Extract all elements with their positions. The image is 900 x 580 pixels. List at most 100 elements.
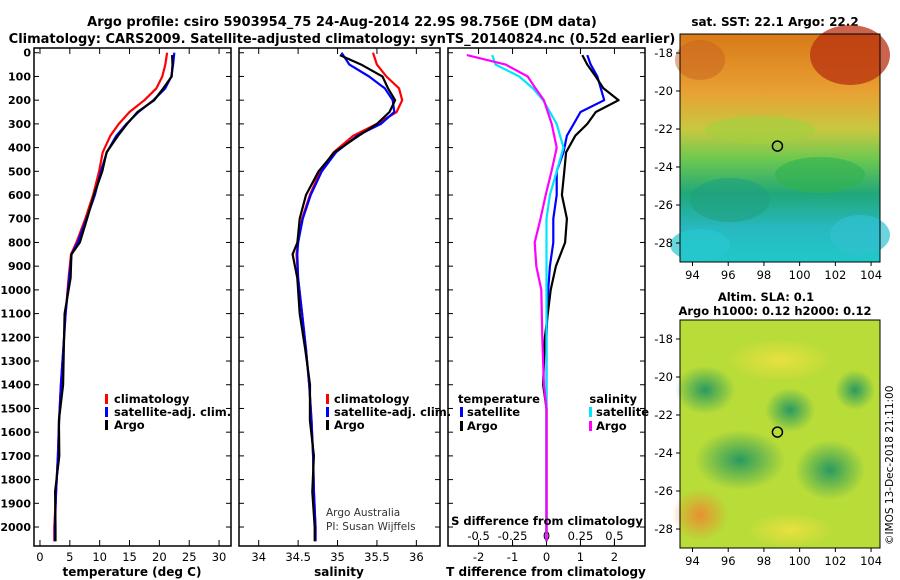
depth-tick-label: 1100 — [0, 308, 31, 321]
x-tick-label: 34 — [251, 550, 266, 564]
map-x-tick-label: 98 — [757, 554, 772, 568]
sla-map-title1: Altim. SLA: 0.1 — [718, 290, 814, 304]
diff-legend-sargo-swatch — [589, 421, 592, 431]
sal-legend-clim-swatch — [326, 394, 329, 404]
series-difference-0 — [545, 54, 606, 542]
temp-legend-sat: satellite-adj. clim. — [114, 405, 231, 419]
diff-legend-temp-title: temperature — [458, 392, 540, 406]
map-x-tick-label: 98 — [757, 268, 772, 282]
x-tick-label: 0 — [543, 550, 550, 564]
sla-map-title2: Argo h1000: 0.12 h2000: 0.12 — [678, 304, 871, 318]
s-diff-tick-label: -0.25 — [498, 529, 528, 543]
diff-legend-sargo: Argo — [596, 419, 627, 433]
series-temperature-2 — [54, 55, 174, 542]
map-x-tick-label: 100 — [789, 268, 811, 282]
series-temperature-0 — [53, 52, 169, 542]
temperature-panel — [33, 47, 232, 547]
figure-title-line1: Argo profile: csiro 5903954_75 24-Aug-20… — [87, 15, 597, 30]
map-y-tick-label: -20 — [654, 370, 673, 384]
map-y-tick-label: -22 — [654, 122, 673, 136]
sst-map — [670, 25, 890, 263]
sst-map-title: sat. SST: 22.1 Argo: 22.2 — [691, 15, 858, 29]
x-tick-label: 35.5 — [364, 550, 390, 564]
depth-tick-label: 2000 — [0, 521, 31, 534]
temp-legend-argo-swatch — [105, 420, 108, 430]
depth-tick-label: 1300 — [0, 355, 31, 368]
diff-top-axis-title: S difference from climatology — [451, 514, 643, 528]
map-x-tick-label: 102 — [824, 554, 846, 568]
depth-tick-label: 600 — [8, 189, 31, 202]
map-x-tick-label: 94 — [685, 554, 700, 568]
figure-title-line2: Climatology: CARS2009. Satellite-adjuste… — [9, 32, 676, 47]
depth-tick-label: 1500 — [0, 402, 31, 415]
series-salinity-2 — [291, 54, 397, 542]
sal-legend-clim: climatology — [334, 392, 410, 406]
depth-tick-label: 700 — [8, 213, 31, 226]
s-diff-tick-label: 0.25 — [568, 529, 594, 543]
series-temperature-1 — [53, 52, 176, 542]
temp-legend-clim: climatology — [114, 392, 190, 406]
series-difference-1 — [542, 54, 620, 542]
depth-tick-label: 1800 — [0, 474, 31, 487]
map-x-tick-label: 96 — [721, 268, 736, 282]
sla-argo-marker — [771, 426, 784, 438]
depth-tick-label: 0 — [23, 47, 31, 60]
diff-legend-targo: Argo — [467, 419, 498, 433]
x-tick-label: 34.5 — [285, 550, 311, 564]
x-tick-label: -1 — [507, 550, 518, 564]
x-tick-label: 36 — [409, 550, 424, 564]
diff-legend-targo-swatch — [460, 421, 463, 431]
x-tick-label: 15 — [122, 550, 137, 564]
depth-tick-label: 1700 — [0, 450, 31, 463]
diff-legend-ssat: satellite — [596, 405, 649, 419]
depth-tick-label: 100 — [8, 70, 31, 83]
salinity-axis-label: salinity — [314, 565, 364, 579]
series-salinity-1 — [296, 52, 396, 542]
depth-tick-label: 500 — [8, 165, 31, 178]
temp-legend-clim-swatch — [105, 394, 108, 404]
x-tick-label: 0 — [36, 550, 43, 564]
temp-legend-argo: Argo — [114, 418, 145, 432]
map-x-tick-label: 104 — [860, 268, 882, 282]
sal-legend-sat: satellite-adj. clim. — [334, 405, 451, 419]
map-x-tick-label: 100 — [789, 554, 811, 568]
temp-legend-sat-swatch — [105, 407, 108, 417]
map-y-tick-label: -18 — [654, 332, 673, 346]
temperature-axis-label: temperature (deg C) — [63, 565, 202, 579]
depth-tick-label: 200 — [8, 94, 31, 107]
depth-tick-label: 300 — [8, 118, 31, 131]
sal-legend-sat-swatch — [326, 407, 329, 417]
map-y-tick-label: -26 — [654, 198, 673, 212]
depth-tick-label: 1200 — [0, 331, 31, 344]
x-tick-label: 35 — [330, 550, 345, 564]
diff-legend-sal-title: salinity — [589, 392, 637, 406]
map-y-tick-label: -24 — [654, 446, 673, 460]
x-tick-label: 30 — [212, 550, 227, 564]
difference-axis-label: T difference from climatology — [446, 565, 646, 579]
map-y-tick-label: -28 — [654, 522, 673, 536]
x-tick-label: 10 — [92, 550, 107, 564]
depth-tick-label: 800 — [8, 236, 31, 249]
credit-argo-australia: Argo Australia — [326, 507, 400, 519]
imos-timestamp: ©IMOS 13-Dec-2018 21:11:00 — [884, 386, 896, 545]
x-tick-label: 2 — [611, 550, 618, 564]
s-diff-tick-label: 0.5 — [605, 529, 623, 543]
map-x-tick-label: 94 — [685, 268, 700, 282]
depth-tick-label: 1900 — [0, 497, 31, 510]
salinity-panel — [238, 47, 441, 547]
diff-legend-tsat: satellite — [467, 405, 520, 419]
sst-argo-marker — [771, 140, 784, 152]
sal-legend-argo: Argo — [334, 418, 365, 432]
map-x-tick-label: 104 — [860, 554, 882, 568]
sal-legend-argo-swatch — [326, 420, 329, 430]
series-difference-3 — [466, 54, 558, 542]
diff-legend-ssat-swatch — [589, 407, 592, 417]
map-y-tick-label: -20 — [654, 84, 673, 98]
x-tick-label: 5 — [66, 550, 73, 564]
credit-pi: PI: Susan Wijffels — [326, 521, 416, 533]
map-x-tick-label: 102 — [824, 268, 846, 282]
map-y-tick-label: -18 — [654, 46, 673, 60]
x-tick-label: 1 — [577, 550, 584, 564]
depth-tick-label: 1000 — [0, 284, 31, 297]
